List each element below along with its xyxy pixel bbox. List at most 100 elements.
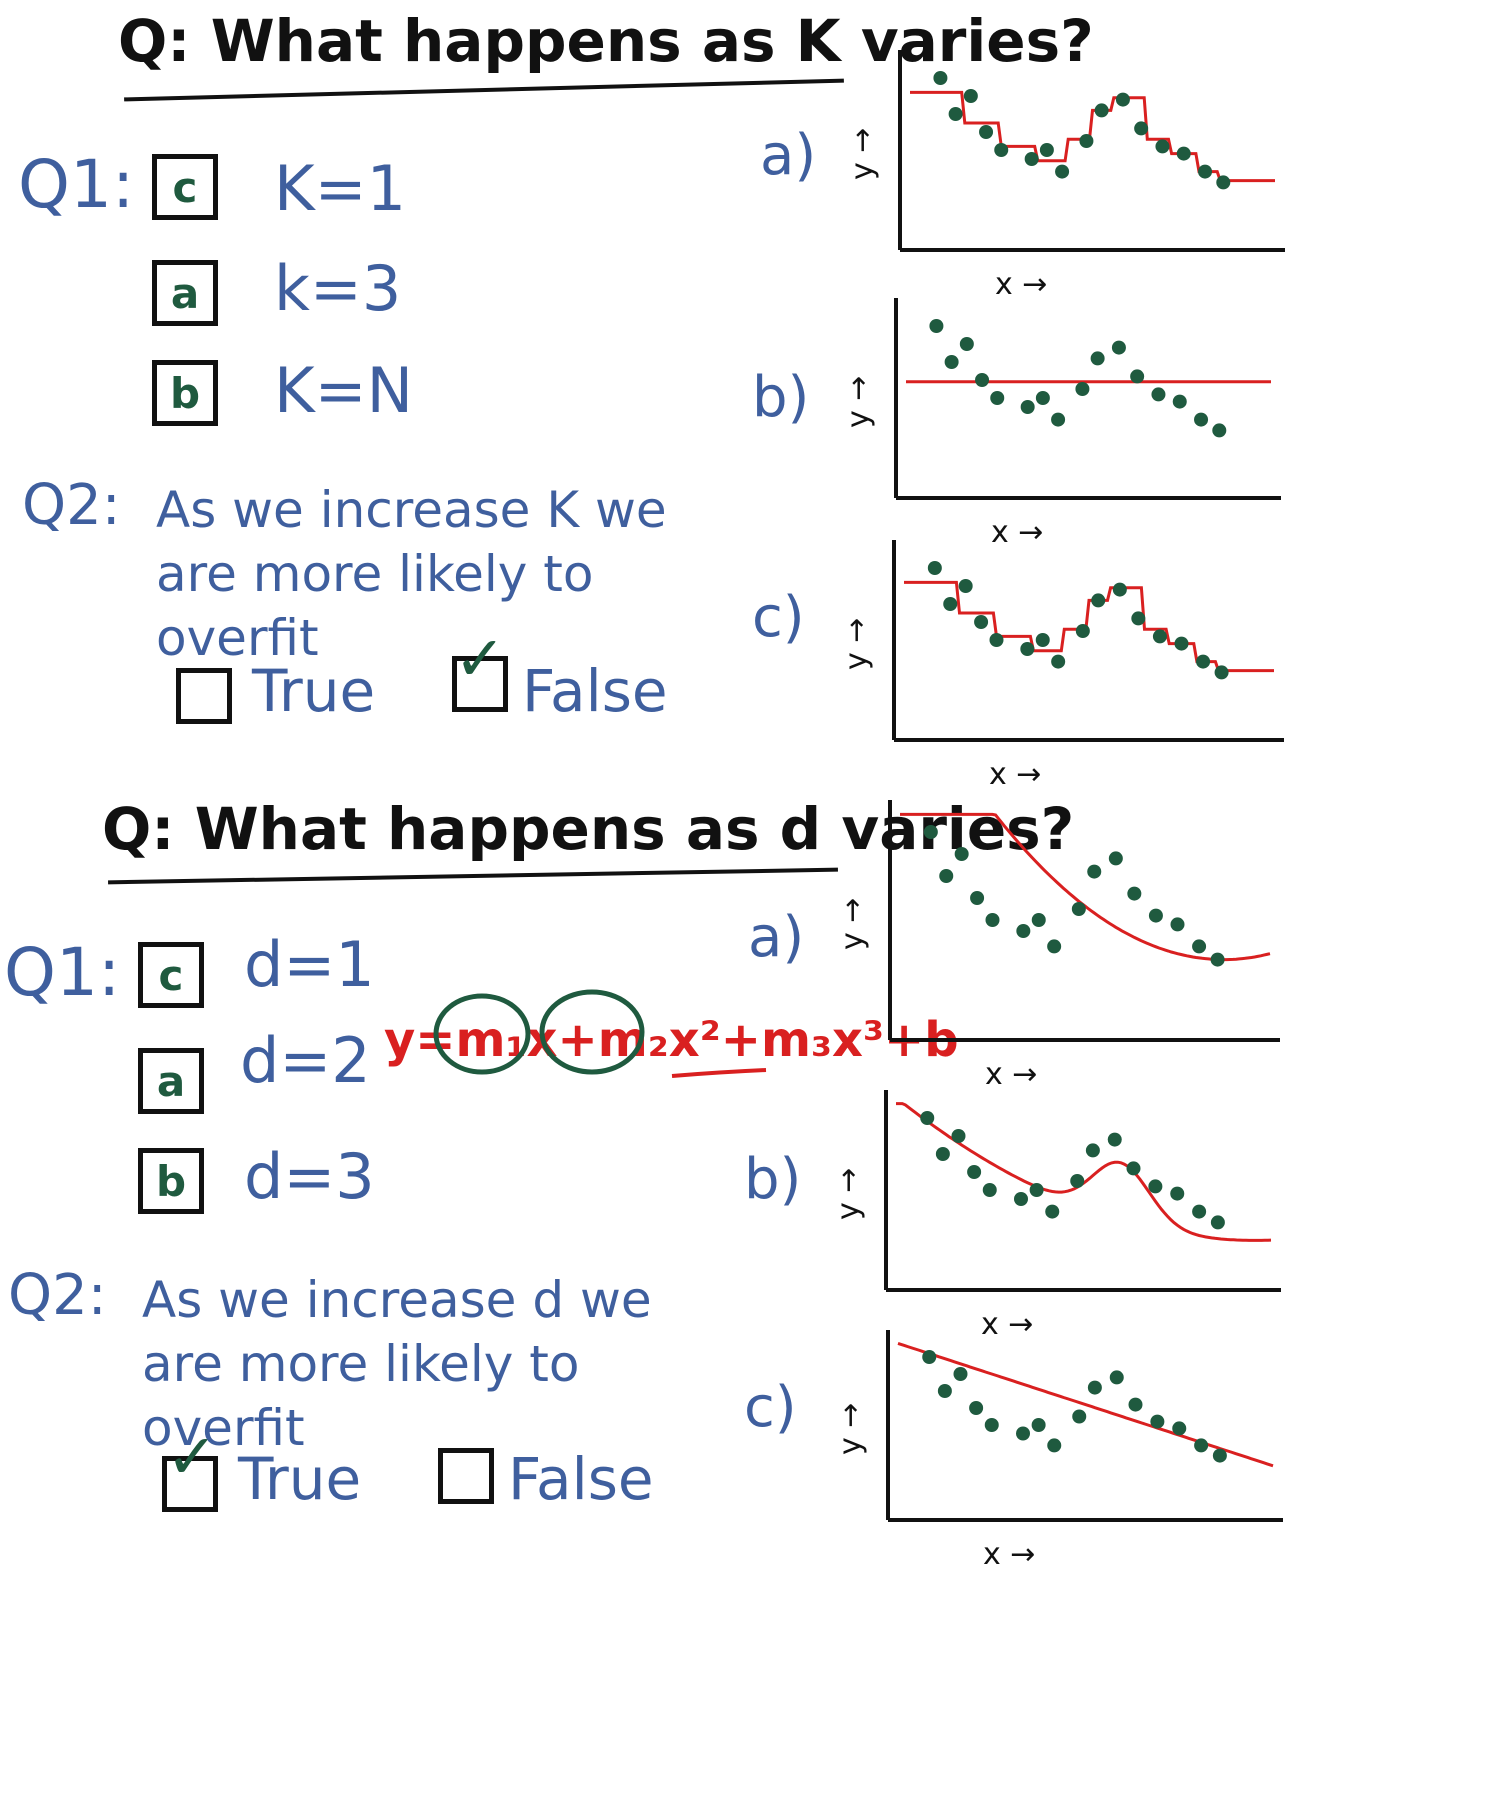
chart-data-point	[1039, 143, 1054, 157]
chart-data-point	[1094, 103, 1109, 118]
chart-data-point	[923, 825, 938, 839]
term-3-underline	[671, 1068, 767, 1078]
chart-data-point	[953, 1367, 968, 1381]
chart-data-point	[922, 1350, 937, 1364]
chart-data-point	[1045, 1204, 1060, 1219]
chart-data-point	[1020, 400, 1035, 414]
chart-data-point	[1194, 1438, 1209, 1453]
term-2-circle	[539, 989, 645, 1075]
chart-data-point	[989, 633, 1004, 647]
chart-data-point	[1107, 1132, 1122, 1147]
section-k-panel-b-letter: b)	[752, 365, 810, 430]
chart-y-label: y →	[835, 898, 870, 950]
chart-data-point	[1109, 1370, 1124, 1385]
section-k-q1-option-3-box[interactable]: b	[152, 360, 218, 426]
section-d-true-checkbox[interactable]	[162, 1456, 218, 1512]
chart-x-label: x →	[989, 757, 1041, 792]
section-k-q1-option-2-text: k=3	[274, 252, 402, 325]
chart-data-point	[1210, 1215, 1225, 1230]
chart-y-label: y →	[839, 618, 874, 670]
section-k-false-checkbox[interactable]	[452, 656, 508, 712]
chart-y-label: y →	[845, 128, 880, 180]
chart-data-point	[1016, 924, 1031, 938]
chart-data-point	[927, 561, 942, 575]
section-k-panel-c-letter: c)	[752, 585, 805, 650]
section-d-false-checkbox[interactable]	[438, 1448, 494, 1504]
chart-data-point	[975, 373, 990, 387]
chart-data-point	[1196, 654, 1211, 669]
chart-data-point	[1176, 146, 1191, 161]
section-d-false-label: False	[508, 1445, 654, 1513]
chart-y-label: y →	[831, 1168, 866, 1220]
section-k-q1-option-2-box[interactable]: a	[152, 260, 218, 326]
chart-data-point	[1055, 164, 1070, 179]
chart-data-point	[1172, 394, 1187, 409]
section-d-q1-option-2-box[interactable]: a	[138, 1048, 204, 1114]
chart-y-label: y →	[841, 376, 876, 428]
chart-data-point	[1051, 654, 1066, 669]
chart-data-point	[1210, 952, 1225, 967]
chart-data-point	[937, 1384, 952, 1398]
chart-data-point	[969, 1401, 984, 1415]
section-d-q2-text: As we increase d we are more likely to o…	[142, 1271, 652, 1457]
chart-data-point	[1212, 423, 1227, 438]
section-d-panel-c-letter: c)	[744, 1375, 797, 1440]
section-d-q1-label: Q1:	[4, 934, 121, 1011]
section-k-q1-option-3-text: K=N	[274, 354, 413, 427]
chart-data-point	[967, 1165, 982, 1179]
chart-data-point	[1075, 382, 1090, 396]
chart-data-point	[1152, 629, 1167, 644]
chart-data-point	[1174, 636, 1189, 651]
chart-data-point	[1150, 1414, 1165, 1429]
chart-data-point	[1029, 1183, 1044, 1197]
chart-data-point	[933, 71, 948, 85]
term-1-circle	[433, 993, 531, 1075]
section-k-q1-option-1-box[interactable]: c	[152, 154, 218, 220]
chart-data-point	[963, 89, 978, 103]
chart-data-point	[1134, 121, 1149, 136]
chart-data-point	[1016, 1426, 1030, 1441]
chart-data-point	[1212, 1448, 1227, 1463]
chart-data-point	[1148, 1179, 1163, 1194]
chart-data-point	[1194, 412, 1209, 427]
chart-data-point	[1087, 864, 1102, 879]
chart-data-point	[1108, 851, 1123, 866]
chart-data-point	[1214, 665, 1229, 680]
chart-data-point	[1130, 369, 1145, 384]
chart-data-point	[1216, 175, 1231, 190]
chart-data-point	[1024, 152, 1039, 166]
chart-data-point	[974, 615, 989, 629]
chart-data-point	[1047, 939, 1062, 954]
chart-data-point	[1131, 611, 1146, 626]
chart-data-point	[1014, 1192, 1028, 1206]
section-d-q1-option-3-box[interactable]: b	[138, 1148, 204, 1214]
chart-data-point	[1035, 391, 1050, 405]
polynomial-equation: y=m₁x+m₂x²+m₃x³+b	[384, 1012, 959, 1068]
chart-data-point	[1115, 92, 1130, 107]
chart-data-point	[990, 391, 1005, 405]
chart-data-point	[970, 891, 985, 905]
chart-data-point	[1079, 134, 1094, 148]
section-d-q1-option-2-text: d=2	[240, 1024, 371, 1097]
section-d-q1-option-1-box[interactable]: c	[138, 942, 204, 1008]
section-d-q2-label: Q2:	[8, 1263, 107, 1328]
chart-data-point	[1127, 886, 1142, 901]
chart-x-label: x →	[985, 1057, 1037, 1092]
section-k-title: Q: What happens as K varies?	[118, 7, 1094, 75]
chart-data-point	[959, 337, 974, 351]
chart-data-point	[985, 913, 1000, 927]
chart-fit-line	[910, 90, 1275, 183]
chart-data-point	[958, 579, 973, 593]
chart-data-point	[1072, 1409, 1087, 1424]
chart-y-label: y →	[833, 1403, 868, 1455]
chart-data-point	[1151, 387, 1166, 402]
chart-data-point	[1091, 593, 1106, 608]
chart-data-point	[1085, 1143, 1100, 1158]
section-d-q1-option-1-text: d=1	[244, 928, 375, 1001]
chart-data-point	[982, 1183, 997, 1197]
section-k-true-checkbox[interactable]	[176, 668, 232, 724]
chart-data-point	[1051, 412, 1066, 427]
chart-data-point	[1170, 917, 1185, 932]
chart-data-point	[1035, 633, 1050, 647]
